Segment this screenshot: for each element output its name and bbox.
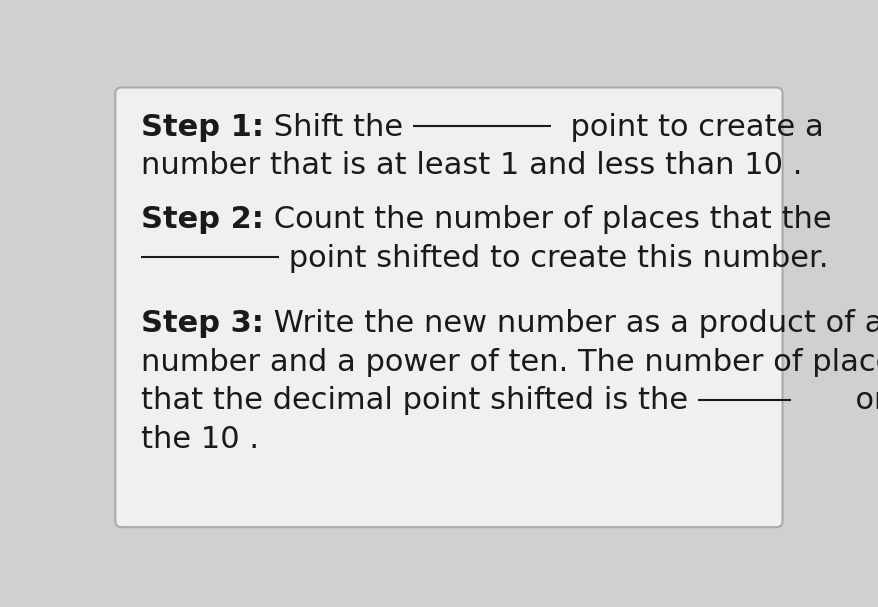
FancyBboxPatch shape bbox=[115, 87, 781, 527]
Text: Step 3:: Step 3: bbox=[140, 309, 263, 338]
Text: point shifted to create this number.: point shifted to create this number. bbox=[279, 244, 828, 273]
Text: on: on bbox=[835, 386, 878, 415]
Text: Write the new number as a product of a: Write the new number as a product of a bbox=[263, 309, 878, 338]
Text: number and a power of ten. The number of places: number and a power of ten. The number of… bbox=[140, 348, 878, 377]
Text: Step 2:: Step 2: bbox=[140, 205, 263, 234]
Text: that the decimal point shifted is the: that the decimal point shifted is the bbox=[140, 386, 697, 415]
Text: number that is at least 1 and less than 10 .: number that is at least 1 and less than … bbox=[140, 151, 802, 180]
Text: Count the number of places that the: Count the number of places that the bbox=[263, 205, 831, 234]
Text: Step 1:: Step 1: bbox=[140, 113, 263, 142]
Text: the 10 .: the 10 . bbox=[140, 425, 259, 453]
Text: point to create a: point to create a bbox=[551, 113, 823, 142]
Text: Shift the: Shift the bbox=[263, 113, 413, 142]
